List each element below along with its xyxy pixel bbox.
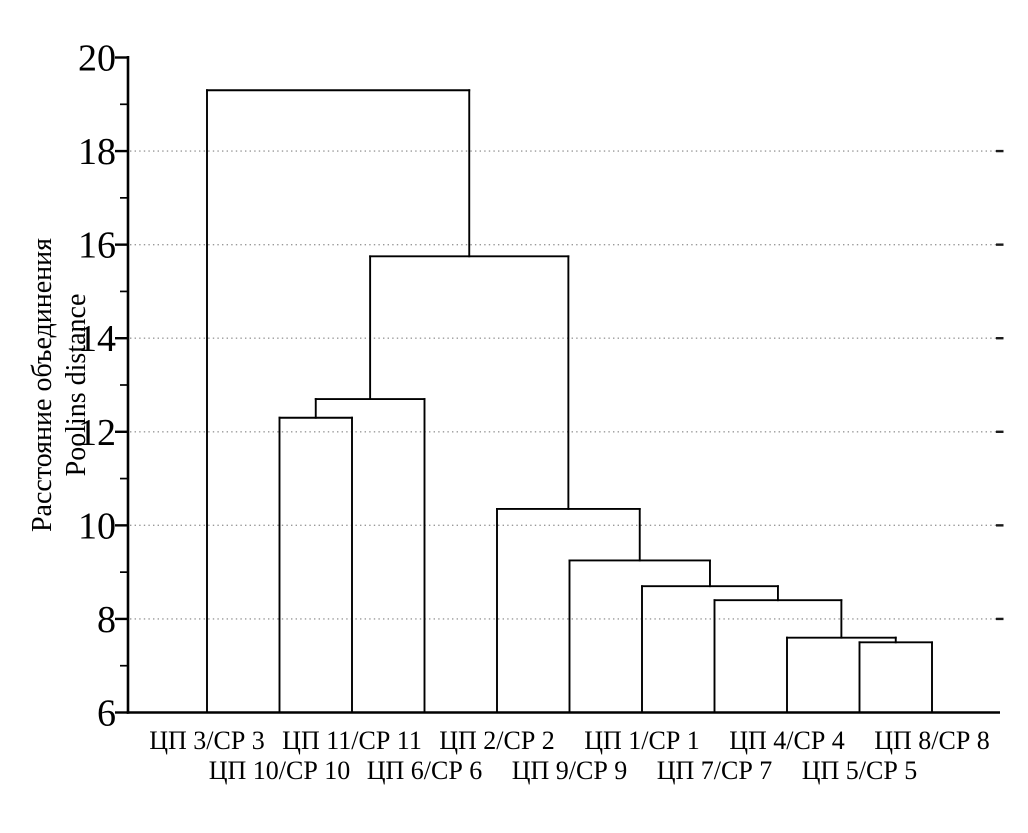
y-axis-title-line2: Poolins distance [61,294,92,477]
y-axis-tick-label: 16 [78,225,116,267]
x-axis-leaf-label: ЦП 7/СР 7 [657,756,773,785]
x-axis-leaf-label: ЦП 6/СР 6 [367,756,483,785]
y-axis-tick-label: 10 [78,505,116,547]
y-axis-tick-label: 6 [97,693,116,735]
y-axis-tick-label: 14 [78,318,116,360]
x-axis-leaf-label: ЦП 8/СР 8 [874,726,990,755]
y-axis-title-line1: Расстояние объединения [27,238,58,532]
y-axis-tick-label: 8 [97,599,116,641]
gridlines [130,149,1004,621]
x-axis-leaf-label: ЦП 3/СР 3 [149,726,265,755]
axes-and-ticks [115,56,1000,714]
x-axis-leaf-label: ЦП 1/СР 1 [584,726,700,755]
y-axis-tick-label: 20 [78,38,116,80]
x-axis-leaf-label: ЦП 5/СР 5 [802,756,918,785]
y-axis-tick-label: 12 [78,412,116,454]
x-axis-leaf-label: ЦП 10/СР 10 [209,756,351,785]
dendrogram-tree [206,89,933,714]
x-axis-leaf-label: ЦП 11/СР 11 [282,726,422,755]
x-axis-leaf-label: ЦП 2/СР 2 [439,726,555,755]
y-axis-tick-label: 18 [78,131,116,173]
x-axis-leaf-label: ЦП 4/СР 4 [729,726,845,755]
x-axis-leaf-label: ЦП 9/СР 9 [512,756,628,785]
